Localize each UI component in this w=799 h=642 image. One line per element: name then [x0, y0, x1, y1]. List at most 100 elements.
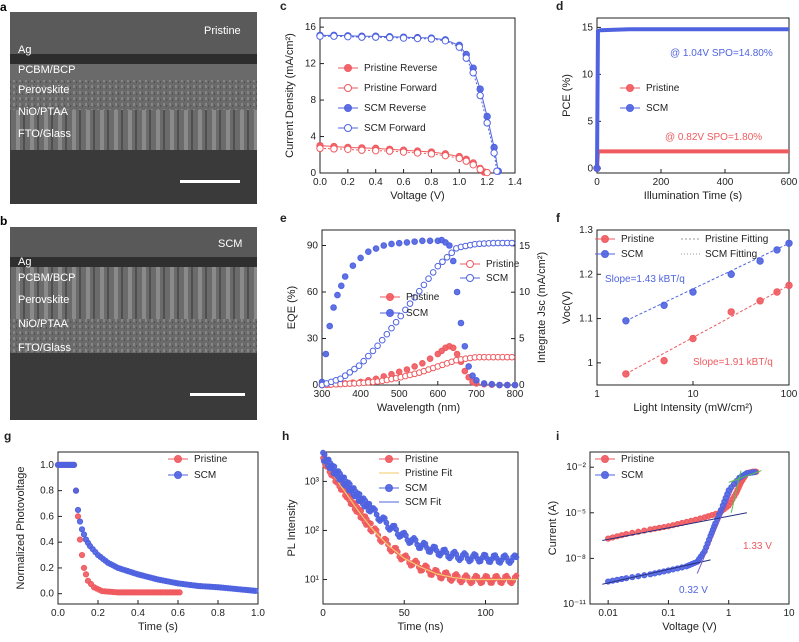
- data-point: [80, 564, 88, 572]
- y-axis-label: PCE (%): [561, 74, 573, 117]
- x-tick-label: 0.0: [51, 608, 65, 619]
- data-point: [443, 253, 451, 261]
- y-tick-label: 10⁻²: [566, 462, 586, 473]
- legend-label: SCM Reverse: [364, 103, 427, 114]
- data-point: [385, 455, 393, 463]
- data-point: [622, 317, 630, 325]
- x-tick-label: 1: [726, 608, 732, 619]
- fit-line: [322, 457, 518, 581]
- legend-label: SCM: [646, 103, 668, 114]
- x-axis-label: Voltage (V): [662, 621, 716, 633]
- data-point: [773, 288, 781, 296]
- x-axis-label: Light Intensity (mW/cm²): [633, 402, 752, 414]
- y-axis-label: Normalized Photovoltage: [15, 467, 27, 590]
- x-tick-label: 100: [477, 608, 494, 619]
- data-point: [78, 551, 86, 559]
- data-point: [601, 471, 609, 479]
- data-point: [493, 167, 501, 175]
- x-tick-label: 0.6: [397, 177, 411, 188]
- panel-letter-e: e: [280, 211, 287, 225]
- data-point: [365, 248, 372, 255]
- data-point: [449, 344, 457, 352]
- data-point: [330, 304, 337, 311]
- x-tick-label: 1.4: [508, 177, 522, 188]
- data-point: [462, 157, 470, 165]
- y-tick-label: 12: [305, 59, 317, 70]
- data-point: [455, 154, 463, 163]
- x-axis-label: Voltage (V): [390, 190, 444, 202]
- data-point: [453, 350, 461, 358]
- legend-label: Pristine: [486, 259, 520, 270]
- x-tick-label: 600: [429, 389, 446, 400]
- fit-line: [625, 242, 790, 322]
- data-point: [689, 334, 697, 343]
- data-point: [508, 353, 516, 361]
- y-tick-label: 0.2: [40, 563, 54, 574]
- y-tick-label: 1.0: [40, 460, 54, 471]
- data-point: [411, 294, 418, 301]
- data-point: [76, 518, 84, 525]
- data-point: [462, 54, 470, 62]
- x-axis-label: Time (s): [138, 621, 178, 633]
- legend-label: Pristine: [194, 454, 228, 465]
- data-point: [689, 288, 697, 296]
- data-point: [358, 33, 366, 41]
- data-point: [344, 145, 352, 153]
- data-point: [455, 43, 463, 51]
- data-point: [413, 149, 422, 157]
- chart-h: h 0 50 100 10¹ 10² 10³ Time (ns) PL Intensity Pri…: [282, 429, 520, 633]
- y-tick-label: 10⁻⁸: [565, 553, 586, 564]
- data-point: [441, 151, 450, 160]
- data-point: [385, 33, 394, 42]
- data-point: [461, 367, 469, 375]
- data-point: [483, 119, 491, 127]
- legend-label: SCM: [486, 273, 508, 284]
- legend-label: SCM: [194, 470, 216, 481]
- legend-label: Pristine Reverse: [364, 63, 438, 74]
- data-point: [369, 347, 377, 355]
- y2-tick-label: 0: [519, 380, 525, 391]
- legend-label: SCM Fitting: [705, 249, 757, 260]
- annotation: 0.32 V: [679, 585, 708, 596]
- y2-axis-label: Integrate Jsc (mA/cm²): [536, 252, 548, 363]
- y-axis-label: Current (A): [547, 501, 559, 555]
- data-point: [483, 168, 491, 177]
- fit-line: [602, 512, 747, 542]
- x-tick-label: 0.01: [598, 608, 618, 619]
- data-point: [344, 32, 352, 41]
- data-point: [399, 34, 408, 42]
- x-tick-label: 600: [781, 177, 798, 188]
- data-point: [397, 312, 405, 320]
- series-line: [595, 149, 789, 169]
- x-tick-label: 100: [781, 389, 798, 400]
- data-point: [496, 381, 503, 389]
- data-point: [448, 249, 455, 257]
- data-point: [420, 281, 428, 289]
- x-tick-label: 1.2: [480, 177, 494, 188]
- y-tick-label: 90: [307, 241, 319, 252]
- y-tick-label: 10⁻⁵: [565, 508, 586, 519]
- data-point: [399, 148, 408, 156]
- x-axis-label: Time (ns): [397, 621, 443, 633]
- data-point: [476, 165, 484, 174]
- data-point: [70, 461, 78, 468]
- data-point: [392, 318, 400, 326]
- data-point: [334, 291, 341, 299]
- y-tick-label: 4: [310, 132, 316, 143]
- data-point: [316, 32, 324, 40]
- fit-line: [730, 470, 742, 513]
- fit-line: [728, 470, 762, 483]
- annotation: @ 0.82V SPO=1.80%: [665, 132, 762, 143]
- data-point: [74, 506, 82, 514]
- x-tick-label: 50: [399, 608, 411, 619]
- data-point: [601, 250, 609, 258]
- data-point: [380, 242, 388, 249]
- x-tick-label: 0.4: [131, 608, 145, 619]
- y-tick-label: 60: [307, 287, 319, 298]
- data-point: [411, 363, 418, 370]
- data-point: [503, 381, 511, 389]
- fit-line: [625, 284, 790, 375]
- annotation: 1.33 V: [743, 541, 772, 552]
